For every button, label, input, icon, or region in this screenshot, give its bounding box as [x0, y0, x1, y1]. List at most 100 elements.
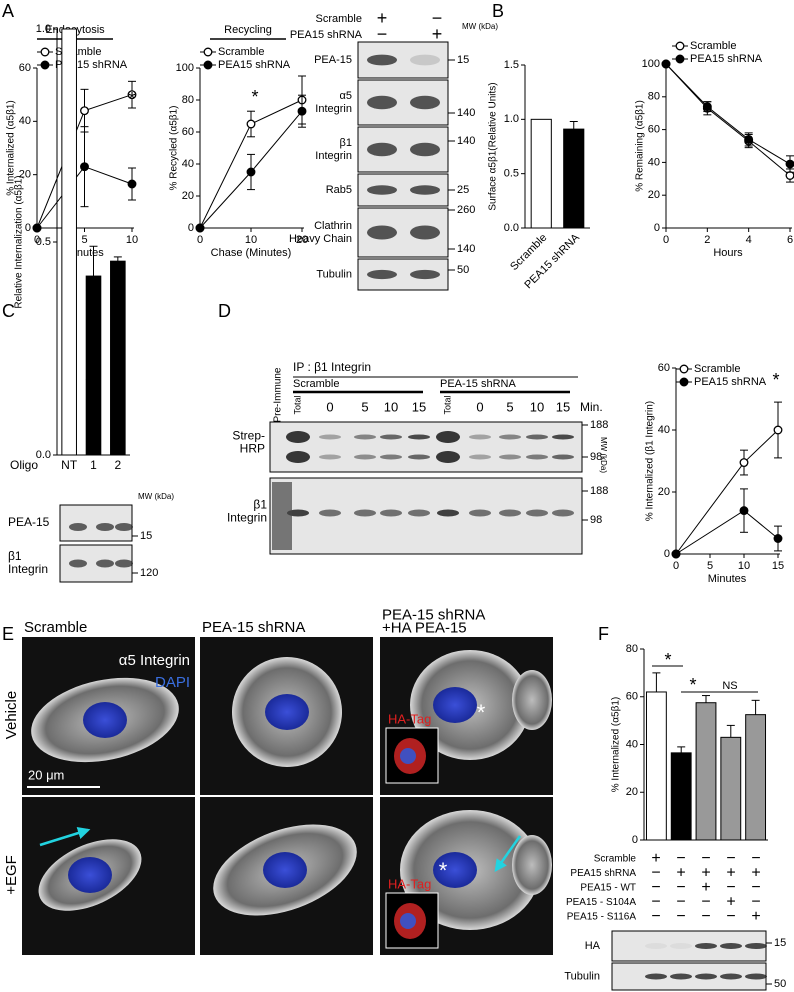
panel-letter: D — [218, 301, 231, 321]
error-bar — [89, 245, 98, 277]
x-tick-label: 1 — [90, 458, 97, 472]
annotation: * — [689, 675, 696, 695]
lane-label: 10 — [530, 399, 544, 414]
y-tick-label: 20 — [19, 169, 31, 181]
bar — [670, 752, 692, 841]
blot-label: Scramble — [24, 619, 87, 636]
y-tick-label: 60 — [182, 126, 194, 138]
y-tick-label: 40 — [626, 738, 638, 750]
sign: + — [432, 24, 443, 44]
blot-label: Heavy Chain — [289, 233, 352, 245]
band — [436, 451, 460, 463]
point — [744, 134, 754, 144]
condition-label: PEA15 - S104A — [566, 897, 636, 908]
mw-label: MW (kDa) — [599, 437, 608, 473]
blot-label: PEA-15 shRNA — [202, 619, 305, 636]
error-bar — [726, 724, 735, 738]
sign: + — [726, 894, 735, 911]
band — [408, 434, 430, 440]
y-tick-label: 60 — [658, 362, 670, 374]
y-tick-label: 40 — [19, 115, 31, 127]
y-tick-label: 60 — [648, 124, 660, 136]
series-line — [665, 63, 791, 165]
blot-label: HRP — [240, 442, 265, 456]
error-bar — [569, 121, 578, 130]
y-tick-label: 40 — [182, 158, 194, 170]
mw-value: 188 — [590, 419, 608, 431]
x-tick-label: 5 — [707, 560, 713, 572]
blot-label: Integrin — [315, 103, 352, 115]
lane-label: Total — [442, 395, 452, 414]
band — [410, 95, 440, 110]
blot-label: Tubulin — [316, 268, 352, 280]
band — [410, 185, 440, 195]
error-bar — [702, 695, 710, 703]
point — [246, 119, 256, 129]
legend-label: PEA15 shRNA — [690, 53, 763, 65]
band — [526, 434, 548, 440]
y-tick-label: 80 — [626, 643, 638, 655]
y-tick-label: 0.0 — [36, 449, 51, 461]
legend-label: PEA15 shRNA — [694, 376, 767, 388]
blot-label: Integrin — [315, 150, 352, 162]
band — [319, 509, 341, 517]
nucleus — [83, 702, 127, 738]
row-label: Vehicle — [3, 691, 20, 739]
point — [739, 506, 749, 516]
y-tick-label: 1.0 — [36, 23, 51, 35]
point — [661, 59, 671, 69]
band — [367, 54, 397, 66]
y-tick-label: 80 — [648, 91, 660, 103]
band — [410, 142, 440, 157]
y-tick-label: 0 — [632, 834, 638, 846]
band — [380, 454, 402, 460]
legend-marker — [40, 47, 50, 57]
y-tick-label: 0 — [25, 222, 31, 234]
condition-label: PEA15 - WT — [580, 883, 636, 894]
x-axis-label: Oligo — [10, 458, 38, 472]
y-tick-label: 1.0 — [504, 113, 519, 125]
blot — [269, 477, 583, 555]
mw-value: 120 — [140, 567, 158, 579]
y-axis-label: % Internalized (α5β1) — [6, 100, 17, 195]
annotation: * — [664, 650, 671, 670]
sign: − — [751, 879, 760, 896]
condition-label: PEA15 shRNA — [290, 29, 363, 41]
y-tick-label: 40 — [658, 424, 670, 436]
y-tick-label: 0 — [654, 222, 660, 234]
blot-label: β1 — [253, 498, 267, 512]
x-tick-label: 10 — [738, 560, 750, 572]
cell — [512, 670, 552, 730]
mw-value: 140 — [457, 243, 475, 255]
bar — [61, 28, 77, 456]
band — [410, 54, 440, 66]
x-tick-label: 20 — [296, 234, 308, 246]
band — [720, 973, 742, 980]
blot-label: Clathrin — [314, 220, 352, 232]
sign: + — [701, 865, 710, 882]
sign: − — [726, 879, 735, 896]
nucleus — [263, 852, 307, 888]
sign: + — [751, 865, 760, 882]
y-tick-label: 0.0 — [504, 222, 519, 234]
band — [469, 434, 491, 440]
legend-marker — [675, 41, 685, 51]
point — [80, 162, 89, 172]
annotation: NS — [722, 680, 737, 692]
legend-marker — [675, 54, 685, 64]
inset-nucleus — [400, 748, 416, 764]
condition-label: PEA15 - S116A — [567, 912, 637, 923]
x-axis-label: Hours — [713, 247, 743, 259]
error-bar — [113, 256, 122, 262]
blot-label: PEA-15 shRNA — [382, 606, 485, 623]
lane-label: Total — [292, 395, 302, 414]
blot-label: Integrin — [227, 511, 267, 525]
band — [367, 185, 397, 195]
bar — [530, 118, 552, 229]
error-bar — [677, 746, 686, 753]
stain-label: DAPI — [155, 674, 190, 691]
sign: + — [676, 865, 685, 882]
sign: − — [701, 908, 710, 925]
y-tick-label: 20 — [182, 190, 194, 202]
